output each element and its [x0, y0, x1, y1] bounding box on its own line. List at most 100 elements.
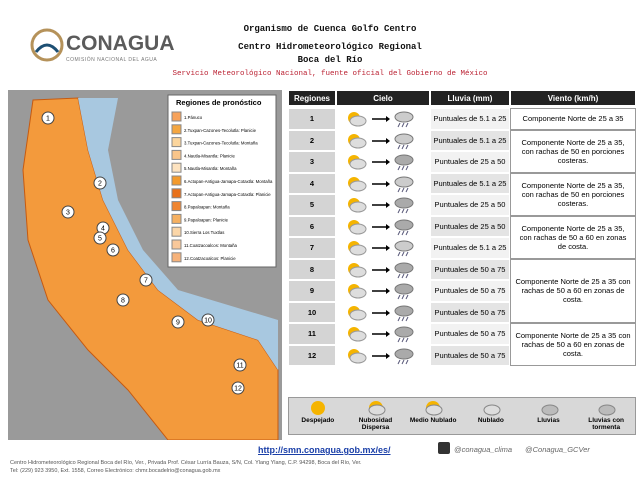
- region-cell: 1: [288, 108, 336, 130]
- arrow-head: [386, 309, 390, 316]
- legend-label: 11.Coatzacoalcos: Montaña: [184, 243, 238, 248]
- rain-cell: Puntuales de 5.1 a 25: [430, 108, 510, 130]
- region-marker: [171, 315, 185, 329]
- region-marker: [233, 358, 247, 372]
- address: Centro Hidrometeorológico Regional Boca …: [10, 460, 362, 466]
- table-header: Viento (km/h): [510, 90, 636, 106]
- rain: [397, 208, 401, 214]
- arrow-head: [386, 266, 390, 273]
- twitter-handle: @Conagua_GCVer: [525, 445, 590, 454]
- region-label: 7: [144, 278, 148, 285]
- rain-cell: Puntuales de 50 a 75: [430, 301, 510, 323]
- region-marker: [41, 111, 55, 125]
- rain: [405, 122, 409, 128]
- legend-title: Regiones de pronóstico: [176, 98, 262, 107]
- arrow-head: [386, 159, 390, 165]
- rain: [401, 230, 405, 235]
- url[interactable]: http://smn.conagua.gob.mx/es/: [258, 445, 391, 455]
- cloud: [349, 287, 367, 299]
- rain: [397, 337, 401, 343]
- rain: [401, 122, 405, 128]
- cloud: [394, 283, 414, 295]
- arrow-head: [386, 352, 390, 359]
- rain: [401, 316, 405, 321]
- sky-legend: Despejado Nubosidad Dispersa Medio Nublado…: [288, 397, 636, 435]
- cloud: [349, 180, 367, 191]
- legend-swatch: [171, 226, 182, 237]
- legend-icon: [598, 404, 616, 416]
- rain-cell: Puntuales de 25 a 50: [430, 151, 510, 173]
- map: Regiones de pronóstico 1.Pánuco 2.Tuxpan-C…: [8, 90, 282, 440]
- sky-icon: [348, 219, 414, 235]
- region-label: 4: [101, 226, 105, 233]
- legend-swatch: [171, 213, 182, 224]
- rain: [405, 230, 409, 235]
- logo-icon: [30, 28, 64, 62]
- rain: [401, 294, 405, 300]
- rain: [401, 251, 405, 257]
- legend-label: 7.Actopan-Antigua-Jamapa-Cotaxtla: Plani…: [184, 192, 271, 197]
- contact: Tel: (229) 923 3950, Ext. 1558, Correo E…: [10, 468, 221, 474]
- sky-icon: [348, 176, 414, 192]
- legend-swatch: [171, 124, 182, 135]
- region-cell: 2: [288, 129, 336, 151]
- legend-label: Nublado: [477, 417, 504, 424]
- rain: [401, 273, 405, 278]
- region-marker: [231, 381, 245, 395]
- arrow-head: [386, 137, 390, 144]
- arrow-head: [386, 180, 390, 187]
- region-label: 5: [98, 236, 102, 243]
- sky-icon: [348, 305, 414, 321]
- arrow-head: [386, 116, 390, 122]
- rain: [401, 187, 405, 192]
- rain: [397, 316, 401, 321]
- legend-label: 10.Sierra Los Tuxtlas: [184, 230, 224, 235]
- region-label: 3: [66, 210, 70, 217]
- sky-icon: [348, 283, 414, 300]
- rain: [405, 294, 409, 300]
- legend-label: 2.Tuxpan-Cazones-Tecolutla: Planicie: [184, 128, 257, 133]
- region-cell: 4: [288, 172, 336, 194]
- location: Boca del Río: [297, 55, 363, 65]
- region-marker: [139, 273, 153, 287]
- rain-cell: Puntuales de 5.1 a 25: [430, 129, 510, 151]
- cloud: [394, 154, 414, 166]
- legend-swatch: [171, 111, 182, 122]
- region-cell: 6: [288, 215, 336, 237]
- rain-cell: Puntuales de 50 a 75: [430, 323, 510, 345]
- subtitle: Centro Hidrometeorológico Regional: [238, 42, 422, 52]
- cloud: [394, 326, 414, 338]
- sky-icon: [348, 197, 414, 214]
- region-label: 11: [236, 363, 243, 370]
- legend-icon: [541, 404, 558, 416]
- region-cell: 11: [288, 323, 336, 345]
- rain-cell: Puntuales de 25 a 50: [430, 215, 510, 237]
- twitter-handle: @conagua_clima: [454, 445, 513, 454]
- legend-label: Despejado: [301, 417, 335, 424]
- logo-text: CONAGUA: [66, 32, 175, 55]
- rain: [397, 122, 401, 128]
- region-cell: 9: [288, 280, 336, 302]
- legend-label: 1.Pánuco: [184, 115, 203, 120]
- rain: [401, 337, 405, 343]
- cloud: [394, 197, 414, 209]
- wind-cell: Componente Norte de 25 a 35, con rachas …: [510, 129, 636, 173]
- arrow-head: [386, 331, 390, 337]
- rain: [405, 251, 409, 257]
- table-header: Regiones: [288, 90, 336, 106]
- region-marker: [116, 293, 130, 307]
- cloud: [349, 244, 367, 256]
- arrow-head: [386, 202, 390, 208]
- rain: [397, 187, 401, 192]
- arrow-head: [386, 245, 390, 251]
- rain: [401, 359, 405, 364]
- legend-label: 3.Tuxpan-Cazones-Tecolutla: Montaña: [184, 141, 258, 146]
- region-label: 9: [176, 320, 180, 327]
- rain: [397, 359, 401, 364]
- arrow-head: [386, 288, 390, 294]
- cloud: [483, 404, 501, 416]
- rain-cell: Puntuales de 50 a 75: [430, 280, 510, 302]
- rain: [405, 208, 409, 214]
- rain: [401, 208, 405, 214]
